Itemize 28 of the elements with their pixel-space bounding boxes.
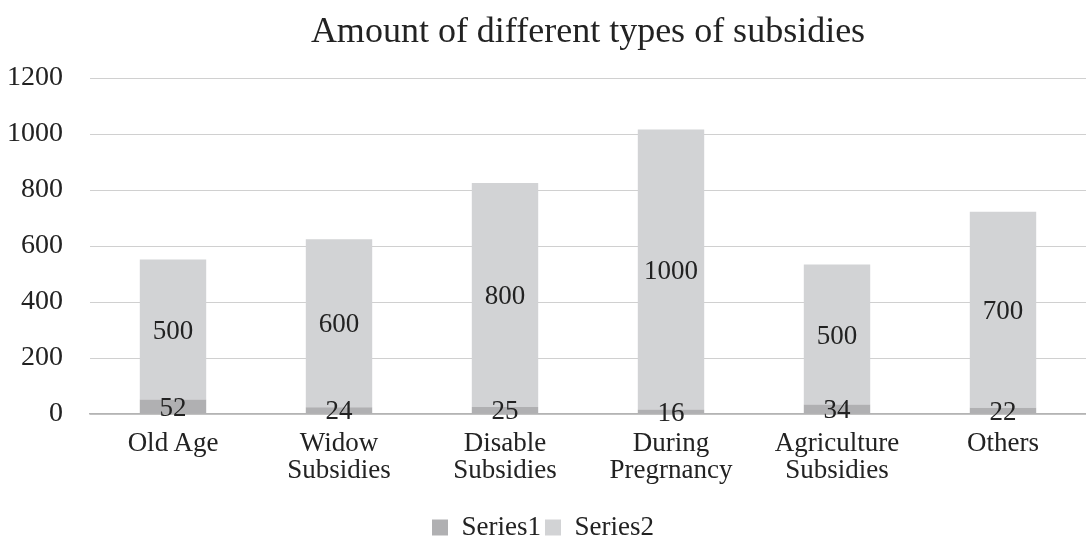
data-label: 800: [484, 280, 526, 311]
data-label: 700: [982, 294, 1024, 325]
x-tick-label: Old Age: [127, 426, 219, 457]
chart-title: Amount of different types of subsidies: [310, 10, 866, 51]
y-tick-label: 600: [21, 228, 63, 260]
data-label: 16: [657, 396, 685, 427]
data-label: 25: [491, 395, 519, 426]
data-label: 500: [152, 314, 194, 345]
x-tick-label: Agriculture Subsidies: [774, 426, 900, 484]
data-label: 22: [989, 395, 1017, 426]
y-tick-label: 400: [21, 284, 63, 316]
y-tick-label: 0: [49, 396, 63, 428]
legend-label: Series1: [461, 510, 541, 541]
y-tick-label: 200: [21, 340, 63, 372]
x-tick-label: Disable Subsidies: [453, 426, 557, 484]
data-label: 34: [823, 394, 851, 425]
y-tick-label: 800: [21, 172, 63, 204]
data-label: 500: [816, 319, 858, 350]
y-tick-label: 1200: [7, 60, 63, 92]
y-tick-label: 1000: [7, 116, 63, 148]
x-tick-label: Widow Subsidies: [287, 426, 391, 484]
data-label: 24: [325, 395, 353, 426]
legend-label: Series2: [574, 510, 654, 541]
x-tick-label: Others: [967, 426, 1039, 457]
data-label: 52: [159, 391, 187, 422]
x-tick-label: During Pregrnancy: [609, 426, 733, 484]
data-label: 1000: [644, 254, 698, 285]
data-label: 600: [318, 308, 360, 339]
